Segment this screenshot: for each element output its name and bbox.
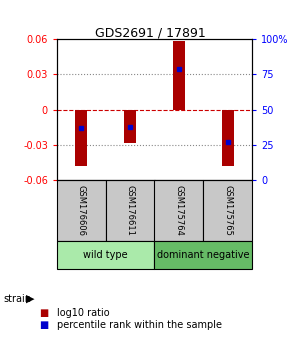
Text: ■: ■ bbox=[39, 320, 48, 330]
Text: log10 ratio: log10 ratio bbox=[57, 308, 110, 318]
Bar bbox=[57, 241, 154, 269]
Bar bbox=[221, 110, 234, 166]
Text: GSM176606: GSM176606 bbox=[77, 185, 86, 236]
Text: GDS2691 / 17891: GDS2691 / 17891 bbox=[94, 27, 206, 40]
Text: percentile rank within the sample: percentile rank within the sample bbox=[57, 320, 222, 330]
Text: strain: strain bbox=[3, 294, 31, 304]
Bar bbox=[124, 110, 136, 143]
Text: GSM175764: GSM175764 bbox=[174, 185, 183, 236]
Text: ■: ■ bbox=[39, 308, 48, 318]
Bar bbox=[203, 180, 252, 241]
Bar bbox=[154, 180, 203, 241]
Text: GSM176611: GSM176611 bbox=[126, 185, 135, 236]
Bar bbox=[106, 180, 154, 241]
Text: wild type: wild type bbox=[83, 250, 128, 260]
Text: ▶: ▶ bbox=[26, 294, 34, 304]
Bar bbox=[173, 41, 185, 110]
Text: GSM175765: GSM175765 bbox=[223, 185, 232, 236]
Text: dominant negative: dominant negative bbox=[157, 250, 250, 260]
Bar bbox=[154, 241, 252, 269]
Bar bbox=[57, 180, 106, 241]
Bar bbox=[75, 110, 88, 166]
